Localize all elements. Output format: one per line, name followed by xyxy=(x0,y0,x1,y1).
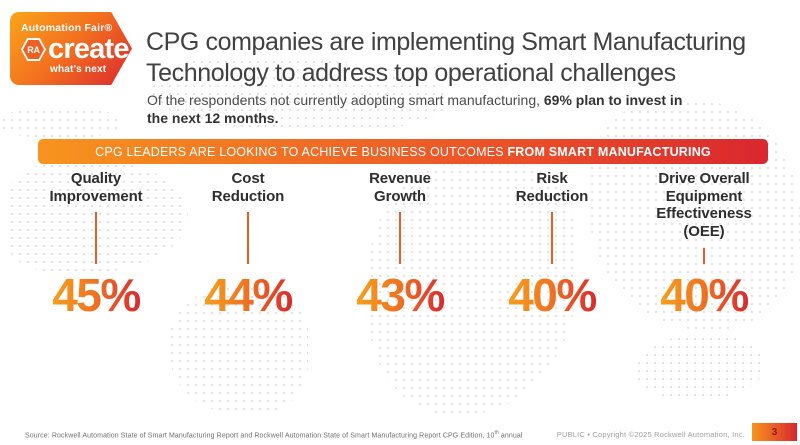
banner-regular-text: CPG LEADERS ARE LOOKING TO ACHIEVE BUSIN… xyxy=(95,144,508,159)
dotted-world-map-background xyxy=(8,162,188,272)
stat-label: Drive Overall Equipment Effectiveness (O… xyxy=(656,170,752,241)
stat-value: 40% xyxy=(508,269,597,321)
stat-column-oee: Drive Overall Equipment Effectiveness (O… xyxy=(628,170,780,320)
logo-event-name: Automation Fair® xyxy=(21,22,113,34)
ra-hexagon-icon: RA xyxy=(21,38,46,61)
banner-bold-text: FROM SMART MANUFACTURING xyxy=(507,144,711,159)
stat-label: Risk Reduction xyxy=(515,170,589,205)
vertical-line xyxy=(95,212,97,264)
business-outcomes-banner: CPG LEADERS ARE LOOKING TO ACHIEVE BUSIN… xyxy=(38,139,768,164)
stat-column-cost-reduction: Cost Reduction 44% xyxy=(172,170,324,320)
stat-column-revenue-growth: Revenue Growth 43% xyxy=(324,170,476,320)
slide-title: CPG companies are implementing Smart Man… xyxy=(146,27,746,88)
stat-value: 45% xyxy=(52,269,141,321)
source-tail: annual xyxy=(498,432,523,439)
stat-connector xyxy=(247,205,249,272)
dotted-world-map-background xyxy=(635,335,765,401)
vertical-line xyxy=(551,212,553,264)
stat-label: Quality Improvement xyxy=(49,170,143,205)
stat-connector xyxy=(551,205,553,272)
copyright-notice: PUBLIC • Copyright ©2025 Rockwell Automa… xyxy=(556,430,745,439)
stat-connector xyxy=(703,241,705,272)
vertical-line xyxy=(399,212,401,264)
automation-fair-create-logo: Automation Fair® RA create what's next xyxy=(10,12,132,85)
vertical-line xyxy=(703,247,705,264)
source-citation: Source: Rockwell Automation State of Sma… xyxy=(25,430,523,439)
subtitle-regular-text: Of the respondents not currently adoptin… xyxy=(147,92,544,108)
stat-label: Cost Reduction xyxy=(211,170,285,205)
ra-monogram: RA xyxy=(23,40,44,59)
logo-brand-row: RA create xyxy=(21,35,132,64)
vertical-line xyxy=(247,212,249,264)
dotted-world-map-background xyxy=(588,100,800,330)
stat-connector xyxy=(95,205,97,272)
stats-row: Quality Improvement 45% Cost Reduction 4… xyxy=(20,170,780,320)
slide-title-line2: Technology to address top operational ch… xyxy=(146,58,676,87)
stat-connector xyxy=(399,205,401,272)
stat-value: 43% xyxy=(356,269,445,321)
logo-brand-name: create xyxy=(48,33,129,65)
dotted-world-map-background xyxy=(368,160,578,415)
dotted-world-map-background xyxy=(0,108,120,138)
slide-number: 3 xyxy=(771,426,778,438)
source-text: Source: Rockwell Automation State of Sma… xyxy=(25,432,495,439)
slide-subtitle: Of the respondents not currently adoptin… xyxy=(147,91,707,127)
slide-number-badge: 3 xyxy=(752,423,797,441)
stat-value: 40% xyxy=(660,269,749,321)
slide-title-line1: CPG companies are implementing Smart Man… xyxy=(146,28,746,56)
stat-column-quality-improvement: Quality Improvement 45% xyxy=(20,170,172,320)
stat-column-risk-reduction: Risk Reduction 40% xyxy=(476,170,628,320)
logo-tagline: what's next xyxy=(50,64,107,75)
subtitle-bold-text: 69% plan to invest in the next 12 months… xyxy=(147,92,683,127)
stat-value: 44% xyxy=(204,269,293,321)
source-superscript: th xyxy=(494,429,499,436)
stat-label: Revenue Growth xyxy=(369,170,431,205)
dotted-world-map-background xyxy=(168,285,308,415)
